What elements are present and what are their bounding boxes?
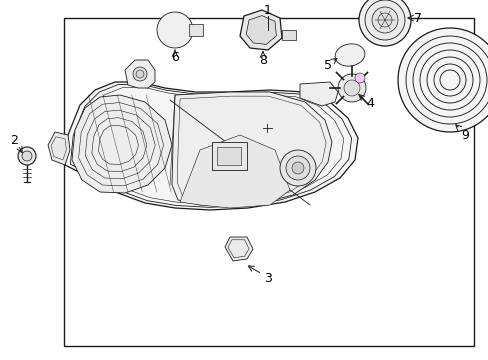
Polygon shape <box>172 92 331 206</box>
Text: 8: 8 <box>259 54 266 67</box>
Circle shape <box>364 0 404 40</box>
Text: 5: 5 <box>324 59 331 72</box>
Circle shape <box>337 74 365 102</box>
Circle shape <box>343 80 359 96</box>
Polygon shape <box>125 60 155 88</box>
Polygon shape <box>72 95 172 193</box>
Circle shape <box>18 147 36 165</box>
Text: 7: 7 <box>413 12 421 24</box>
Circle shape <box>397 28 488 132</box>
Text: 2: 2 <box>10 134 18 147</box>
Circle shape <box>280 150 315 186</box>
Circle shape <box>133 67 147 81</box>
Circle shape <box>285 156 309 180</box>
Ellipse shape <box>334 44 364 66</box>
Circle shape <box>377 13 391 27</box>
Text: 3: 3 <box>264 271 271 284</box>
Polygon shape <box>224 237 252 261</box>
Text: 4: 4 <box>366 96 373 109</box>
Polygon shape <box>48 132 70 165</box>
Polygon shape <box>180 135 289 208</box>
Circle shape <box>291 162 304 174</box>
Circle shape <box>22 151 32 161</box>
Circle shape <box>157 12 193 48</box>
Text: 1: 1 <box>264 4 271 17</box>
Bar <box>212 142 246 170</box>
Text: 6: 6 <box>171 50 179 63</box>
Polygon shape <box>299 82 337 106</box>
Polygon shape <box>65 82 357 210</box>
Text: 9: 9 <box>460 129 468 141</box>
Circle shape <box>371 7 397 33</box>
Bar <box>217 147 241 165</box>
Circle shape <box>354 73 364 83</box>
Circle shape <box>136 70 143 78</box>
Bar <box>63 18 473 346</box>
Polygon shape <box>245 15 276 44</box>
Polygon shape <box>240 10 282 50</box>
Bar <box>282 30 295 40</box>
FancyBboxPatch shape <box>189 24 203 36</box>
Circle shape <box>358 0 410 46</box>
